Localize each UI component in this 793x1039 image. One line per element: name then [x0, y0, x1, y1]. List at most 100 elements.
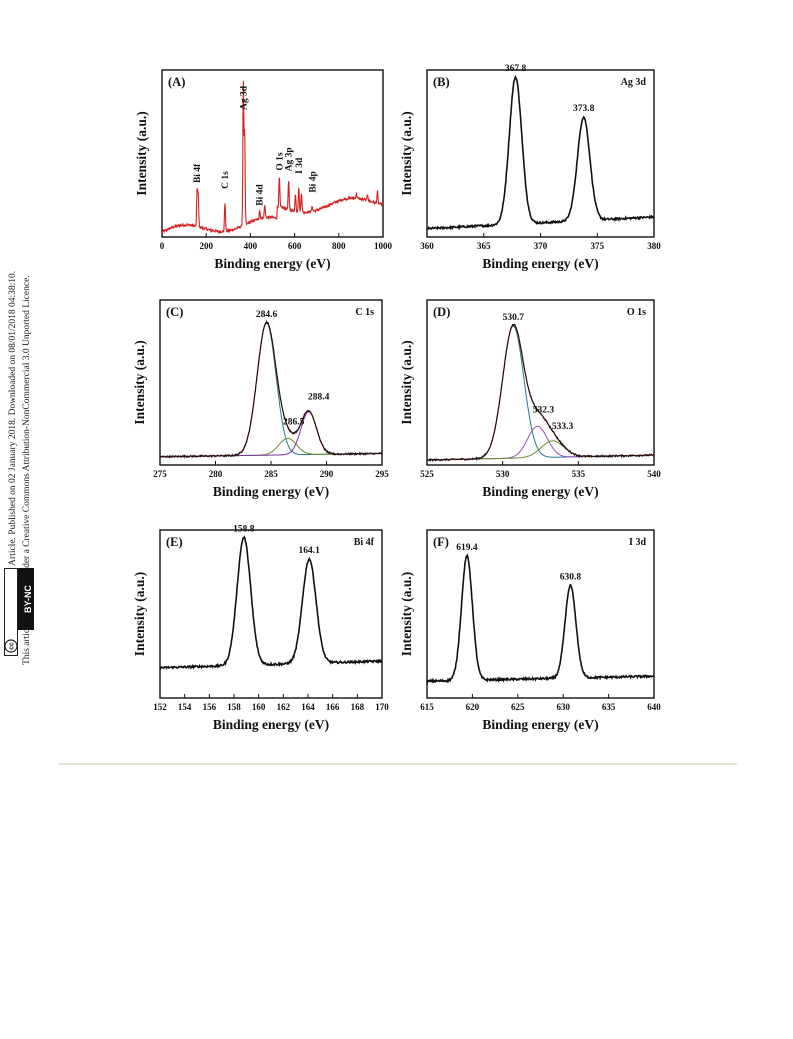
- fit-component-line: [159, 322, 383, 458]
- x-tick-label: 535: [572, 469, 586, 479]
- plot-frame: [159, 299, 383, 466]
- peak-annotation-group: Ag 3p: [285, 147, 295, 171]
- x-tick-label: 375: [591, 241, 605, 251]
- x-tick-label: 540: [647, 469, 661, 479]
- y-axis-label: Intensity (a.u.): [132, 340, 147, 424]
- panel-b: 360 365 370 375 380 Binding energy (eV) Intens…: [399, 64, 661, 271]
- y-axis-label-group: Intensity (a.u.): [399, 572, 414, 656]
- plot-frame: [426, 529, 655, 699]
- spectrum-line: [426, 323, 655, 463]
- spectrum-line: [159, 535, 383, 671]
- peak-annotation-group: Ag 3d: [239, 85, 249, 110]
- peak-value-label: 367.8: [505, 64, 527, 74]
- x-tick-label: 1000: [374, 241, 393, 251]
- xps-figure: 0 200 400 600 800 1000 Binding energy (eV) Inte…: [132, 64, 661, 732]
- y-axis-label: Intensity (a.u.): [132, 572, 147, 656]
- x-tick-label: 630: [556, 702, 570, 712]
- x-tick-label: 285: [264, 469, 278, 479]
- x-tick-label: 200: [199, 241, 213, 251]
- x-tick-label: 166: [326, 702, 340, 712]
- plot-frame: [426, 69, 655, 238]
- peak-annotation: Ag 3d: [239, 85, 249, 110]
- x-tick-label: 280: [209, 469, 223, 479]
- panel-f: 615 620 625 630 635 640 Binding energy (eV) Int…: [399, 529, 661, 732]
- x-tick-label: 635: [602, 702, 616, 712]
- peak-value-label: 630.8: [560, 573, 582, 583]
- peak-value-label: 284.6: [256, 310, 278, 320]
- x-tick-label: 625: [511, 702, 525, 712]
- y-axis-label: Intensity (a.u.): [399, 340, 414, 424]
- x-axis-label: Binding energy (eV): [482, 717, 598, 732]
- x-tick-label: 290: [320, 469, 334, 479]
- panel-letter: (C): [166, 305, 183, 319]
- x-tick-label: 525: [420, 469, 434, 479]
- survey-spectrum-line: [161, 80, 384, 235]
- spectrum-line: [160, 319, 383, 459]
- x-tick-label: 154: [178, 702, 192, 712]
- x-tick-label: 168: [351, 702, 365, 712]
- article-license-sidebar: Open Access Article. Published on 02 Jan…: [0, 0, 40, 680]
- spectrum-line: [426, 553, 655, 685]
- x-tick-label: 620: [466, 702, 480, 712]
- x-tick-label: 365: [477, 241, 491, 251]
- peak-annotation: I 3d: [295, 157, 305, 174]
- peak-annotation-group: O 1s: [275, 152, 285, 171]
- peak-annotation-group: I 3d: [295, 157, 305, 174]
- plot-frame: [426, 299, 655, 466]
- panel-letter: (D): [433, 305, 450, 319]
- peak-value-label: 164.1: [299, 546, 321, 556]
- y-axis-label: Intensity (a.u.): [399, 111, 414, 195]
- panel-c: 275 280 285 290 295 Binding energy (eV) Intens…: [132, 299, 389, 499]
- peak-annotation: C 1s: [221, 171, 231, 189]
- peak-annotation: O 1s: [275, 152, 285, 171]
- x-tick-label: 380: [647, 241, 661, 251]
- panel-letter: (F): [433, 535, 449, 549]
- fit-envelope-line: [159, 321, 383, 458]
- badge-cc-text: cc: [9, 642, 16, 650]
- x-axis-label: Binding energy (eV): [213, 717, 329, 732]
- plot-frame: [161, 69, 384, 238]
- x-axis-label: Binding energy (eV): [214, 256, 330, 271]
- peak-annotation: Ag 3p: [285, 147, 295, 171]
- core-level-label: I 3d: [629, 537, 646, 548]
- y-axis-label-group: Intensity (a.u.): [134, 111, 149, 195]
- peak-value-label: 530.7: [503, 313, 525, 323]
- peak-value-label: 373.8: [573, 104, 595, 114]
- fit-component-line: [159, 411, 383, 458]
- y-axis-label-group: Intensity (a.u.): [132, 340, 147, 424]
- panel-a: 0 200 400 600 800 1000 Binding energy (eV) Inte…: [134, 69, 393, 271]
- x-tick-label: 295: [375, 469, 389, 479]
- peak-annotation-group: Bi 4d: [256, 184, 266, 206]
- peak-annotation: Bi 4p: [308, 171, 318, 192]
- x-tick-label: 275: [153, 469, 167, 479]
- peak-value-label: 619.4: [456, 543, 478, 553]
- x-tick-label: 615: [420, 702, 434, 712]
- x-axis-label: Binding energy (eV): [482, 256, 598, 271]
- panel-d: 525 530 535 540 Binding energy (eV) Intensity…: [399, 299, 661, 499]
- x-tick-label: 152: [153, 702, 167, 712]
- y-axis-label-group: Intensity (a.u.): [132, 572, 147, 656]
- core-level-label: Bi 4f: [354, 537, 375, 548]
- panel-letter: (B): [433, 75, 450, 89]
- peak-value-label: 533.3: [552, 422, 574, 432]
- peak-annotation: Bi 4f: [193, 163, 203, 183]
- peak-annotation-group: Bi 4p: [308, 171, 318, 192]
- plot-frame: [159, 529, 383, 699]
- y-axis-label-group: Intensity (a.u.): [399, 340, 414, 424]
- core-level-label: Ag 3d: [621, 77, 647, 88]
- x-tick-label: 162: [277, 702, 291, 712]
- x-tick-label: 530: [496, 469, 510, 479]
- core-level-label: O 1s: [627, 307, 646, 318]
- x-tick-label: 640: [647, 702, 661, 712]
- peak-value-label: 286.5: [283, 417, 305, 427]
- y-axis-label: Intensity (a.u.): [399, 572, 414, 656]
- fit-component-line: [427, 325, 654, 461]
- panel-letter: (A): [168, 75, 185, 89]
- cc-by-nc-badge-icon[interactable]: cc BY-NC: [4, 568, 34, 656]
- panel-letter: (E): [166, 535, 183, 549]
- fit-component-line: [426, 440, 654, 461]
- x-tick-label: 0: [160, 241, 165, 251]
- x-tick-label: 156: [203, 702, 217, 712]
- x-tick-label: 800: [332, 241, 346, 251]
- spectrum-line: [426, 74, 655, 231]
